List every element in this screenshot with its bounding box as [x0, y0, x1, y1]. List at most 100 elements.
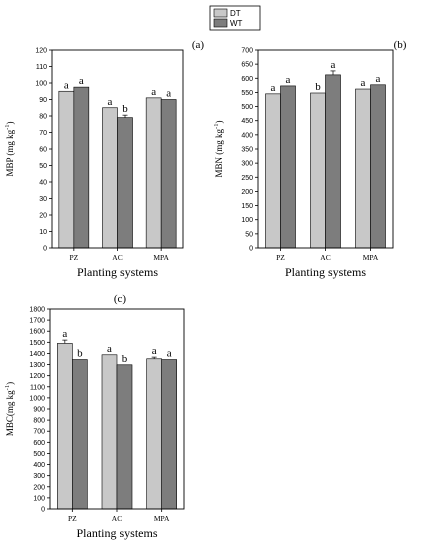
- y-tick-label: 1500: [29, 340, 45, 347]
- significance-letter: b: [122, 353, 128, 365]
- bar-wt-pz: [72, 359, 88, 510]
- legend-swatch-dt: [213, 8, 228, 18]
- y-tick-label: 650: [241, 62, 253, 69]
- significance-letter: b: [77, 348, 83, 360]
- y-tick-label: 0: [41, 507, 45, 514]
- significance-letter: a: [64, 79, 69, 91]
- y-tick-label: 120: [35, 48, 47, 55]
- bar-wt-mpa: [160, 99, 177, 249]
- bar-wt-ac: [117, 117, 133, 249]
- legend-label-dt: DT: [230, 9, 241, 18]
- legend-swatch-wt: [213, 18, 228, 28]
- x-axis-label: Planting systems: [77, 265, 158, 279]
- x-tick-label: MPA: [363, 253, 379, 262]
- y-tick-label: 300: [33, 473, 45, 480]
- y-tick-label: 450: [241, 118, 253, 125]
- x-tick-label: PZ: [68, 514, 77, 523]
- chart-panel-c: 0 100 200 300 400 500 600 700 800 900 1000 1100 1200…: [4, 293, 185, 540]
- legend: DT WT: [209, 5, 261, 31]
- bar-wt-ac: [116, 364, 133, 510]
- bar-dt-mpa: [145, 97, 162, 249]
- y-axis-label-tail: ): [5, 382, 15, 385]
- y-tick-label: 1700: [29, 318, 45, 325]
- y-tick-label: 110: [36, 64, 47, 71]
- y-tick-label: 400: [33, 462, 45, 469]
- plot-frame: [49, 308, 185, 510]
- y-tick-label: 400: [241, 132, 253, 139]
- x-tick-label: AC: [112, 514, 122, 523]
- y-tick-label: 500: [33, 451, 45, 458]
- y-tick-label: 600: [33, 440, 45, 447]
- y-tick-label: 1400: [29, 351, 45, 358]
- panel-label: (a): [192, 39, 205, 51]
- y-tick-label: 250: [241, 175, 253, 182]
- y-tick-label: 1000: [29, 395, 45, 402]
- y-axis-label-main: MBP (mg kg: [5, 129, 15, 176]
- bar-wt-mpa: [370, 84, 386, 249]
- x-axis-label: Planting systems: [76, 526, 157, 540]
- chart-panel-b: 0 50 100 150 200 250 300 350 400 450 500 550 600 650 7…: [213, 39, 407, 279]
- y-tick-label: 200: [33, 484, 45, 491]
- bar-dt-ac: [101, 354, 118, 510]
- y-tick-label: 700: [241, 48, 253, 55]
- y-tick-label: 30: [39, 196, 47, 203]
- x-tick-label: MPA: [153, 253, 169, 262]
- x-tick-label: PZ: [69, 253, 78, 262]
- y-tick-label: 0: [249, 246, 253, 253]
- y-tick-label: 0: [43, 246, 47, 253]
- y-axis-label-main: MBC(mg kg: [5, 390, 15, 436]
- y-tick-label: 550: [241, 90, 253, 97]
- bar-dt-pz: [265, 93, 281, 249]
- y-tick-label: 600: [241, 76, 253, 83]
- y-tick-label: 500: [241, 104, 253, 111]
- significance-letter: b: [122, 103, 128, 115]
- significance-letter: a: [286, 74, 291, 86]
- bar-wt-ac: [325, 74, 341, 249]
- bar-wt-pz: [73, 86, 90, 249]
- y-tick-label: 40: [39, 180, 47, 187]
- y-tick-label: 60: [39, 147, 47, 154]
- x-axis-label: Planting systems: [285, 265, 366, 279]
- significance-letter: a: [166, 88, 171, 100]
- y-tick-label: 1300: [29, 362, 45, 369]
- bar-dt-ac: [102, 107, 118, 249]
- bar-dt-ac: [310, 92, 326, 249]
- significance-letter: b: [315, 81, 321, 93]
- y-tick-label: 900: [33, 407, 45, 414]
- significance-letter: a: [167, 348, 172, 360]
- x-tick-label: PZ: [276, 253, 285, 262]
- x-tick-label: AC: [320, 253, 330, 262]
- y-axis-label-tail: ): [214, 121, 224, 124]
- significance-letter: a: [152, 345, 157, 357]
- y-tick-label: 800: [33, 418, 45, 425]
- y-axis-label: MBN (mg kg-1): [213, 121, 224, 178]
- bar-wt-mpa: [161, 359, 177, 510]
- y-tick-label: 150: [241, 203, 253, 210]
- y-axis-label-superscript: -1: [213, 124, 220, 129]
- significance-letter: a: [107, 343, 112, 355]
- significance-letter: a: [376, 73, 381, 85]
- plot-frame: [51, 49, 184, 249]
- y-tick-label: 50: [245, 231, 253, 238]
- y-tick-label: 100: [241, 217, 253, 224]
- y-tick-label: 100: [33, 495, 45, 502]
- significance-letter: a: [361, 77, 366, 89]
- y-tick-label: 20: [39, 213, 47, 220]
- bar-wt-pz: [280, 85, 296, 249]
- y-tick-label: 10: [39, 229, 47, 236]
- bar-dt-pz: [58, 90, 75, 249]
- y-tick-label: 300: [241, 161, 253, 168]
- significance-letter: a: [331, 59, 336, 71]
- y-axis-label: MBP (mg kg-1): [4, 121, 15, 176]
- significance-letter: a: [271, 82, 276, 94]
- significance-letter: a: [62, 328, 67, 340]
- x-tick-label: MPA: [154, 514, 170, 523]
- y-tick-label: 1100: [30, 384, 45, 391]
- y-axis-label-tail: ): [5, 121, 15, 124]
- y-tick-label: 1200: [29, 373, 45, 380]
- y-tick-label: 90: [39, 97, 47, 104]
- y-tick-label: 100: [35, 81, 47, 88]
- y-tick-label: 1600: [29, 329, 45, 336]
